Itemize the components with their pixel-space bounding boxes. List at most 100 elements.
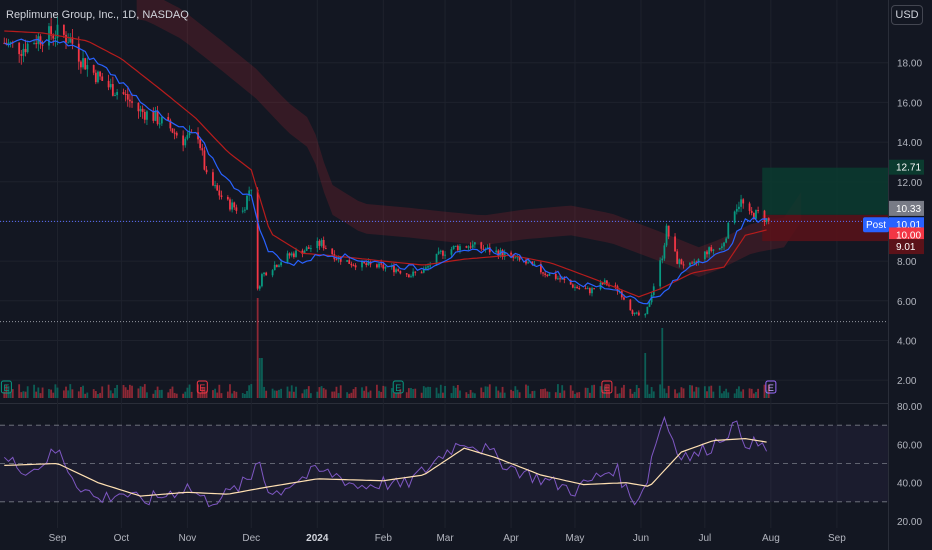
candle-body: [39, 36, 42, 45]
volume-bar: [197, 384, 199, 398]
earnings-marker: [392, 380, 404, 394]
volume-bar: [348, 393, 351, 398]
price-tick-label: 2.00: [897, 376, 917, 387]
volume-bar: [278, 389, 280, 398]
time-tick-label: May: [566, 533, 585, 544]
candle-body: [339, 256, 342, 262]
candle-body: [767, 218, 770, 221]
candle-body: [7, 42, 10, 45]
volume-bar: [501, 386, 504, 398]
candle-body: [226, 196, 229, 200]
candle-body: [62, 24, 65, 35]
volume-bar: [633, 391, 636, 398]
candle-body: [48, 26, 50, 46]
candle-body: [525, 259, 527, 264]
time-tick-label: Jul: [698, 533, 711, 544]
volume-bar: [733, 393, 736, 398]
candle-body: [233, 202, 236, 208]
volume-bar: [261, 358, 263, 398]
volume-bar: [80, 387, 82, 398]
volume-bar: [243, 393, 246, 398]
time-tick-label: Oct: [114, 533, 130, 544]
volume-bar: [765, 390, 768, 398]
candle-body: [429, 265, 432, 267]
volume-bar: [322, 388, 325, 398]
volume-bar: [154, 390, 157, 398]
rsi-moving-average: [4, 437, 767, 497]
volume-bar: [757, 388, 760, 398]
candle-body: [712, 249, 715, 251]
time-tick-label: Mar: [436, 533, 454, 544]
candle-body: [131, 101, 133, 103]
candle-body: [175, 132, 178, 136]
candle-body: [216, 185, 219, 191]
candle-body: [128, 99, 131, 102]
candle-body: [156, 110, 159, 124]
candle-body: [212, 172, 214, 186]
volume-bar: [218, 384, 221, 398]
volume-bar: [24, 391, 27, 398]
volume-bar: [740, 391, 742, 398]
candle-body: [557, 278, 559, 280]
volume-bars: [3, 298, 770, 398]
volume-bar: [473, 393, 476, 398]
candle-body: [706, 251, 708, 255]
volume-bar: [723, 391, 725, 398]
volume-bar: [488, 384, 491, 398]
time-tick-label: Sep: [49, 533, 67, 544]
volume-bar: [9, 391, 12, 398]
volume-bar: [263, 386, 265, 398]
candle-body: [275, 264, 278, 267]
volume-bar: [644, 353, 647, 398]
volume-bar: [131, 385, 133, 398]
volume-bar: [405, 392, 408, 398]
candle-body: [273, 264, 276, 271]
candle-body: [614, 285, 617, 287]
volume-bar: [557, 384, 559, 398]
price-label-target: [889, 159, 924, 175]
candle-body: [199, 139, 202, 149]
candle-body: [635, 312, 638, 314]
candle-body: [160, 117, 163, 124]
volume-bar: [280, 388, 282, 398]
earnings-marker-label: E: [199, 383, 205, 393]
candle-body: [69, 37, 72, 43]
candle-body: [601, 282, 604, 285]
candle-body: [559, 278, 561, 280]
candle-body: [608, 285, 610, 287]
candle-body: [473, 242, 476, 245]
candle-body: [510, 252, 512, 255]
currency-button[interactable]: USD: [891, 5, 923, 25]
volume-bar: [539, 389, 542, 398]
candle-body: [412, 271, 415, 277]
ichimoku-cloud: [136, 0, 802, 277]
volume-bar: [693, 391, 696, 398]
candle-body: [173, 132, 176, 134]
candle-body: [533, 263, 536, 265]
volume-bar: [301, 393, 304, 398]
candle-body: [674, 236, 676, 252]
volume-bar: [665, 393, 668, 398]
volume-bar: [410, 387, 412, 398]
volume-bar: [429, 386, 432, 398]
candle-body: [650, 294, 653, 303]
price-tick-label: 16.00: [897, 98, 922, 109]
candle-body: [755, 210, 757, 219]
volume-bar: [393, 392, 395, 398]
volume-bar: [637, 388, 640, 398]
candle-body: [86, 65, 89, 70]
time-tick-label: Jun: [633, 533, 649, 544]
candle-body: [220, 195, 223, 197]
candle-body: [748, 203, 751, 211]
candle-body: [24, 48, 27, 53]
volume-bar: [71, 389, 74, 398]
candle-body: [146, 111, 148, 120]
candle-body: [171, 128, 174, 133]
volume-bar: [376, 384, 378, 398]
volume-bar: [510, 389, 512, 398]
volume-bar: [480, 387, 483, 398]
volume-bar: [101, 386, 104, 398]
volume-bar: [84, 393, 87, 398]
price-tick-label: 14.00: [897, 138, 922, 149]
